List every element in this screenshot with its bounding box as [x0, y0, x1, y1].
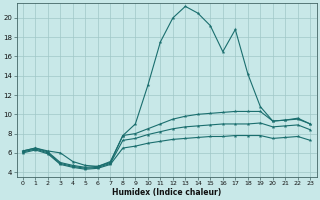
- X-axis label: Humidex (Indice chaleur): Humidex (Indice chaleur): [112, 188, 221, 197]
